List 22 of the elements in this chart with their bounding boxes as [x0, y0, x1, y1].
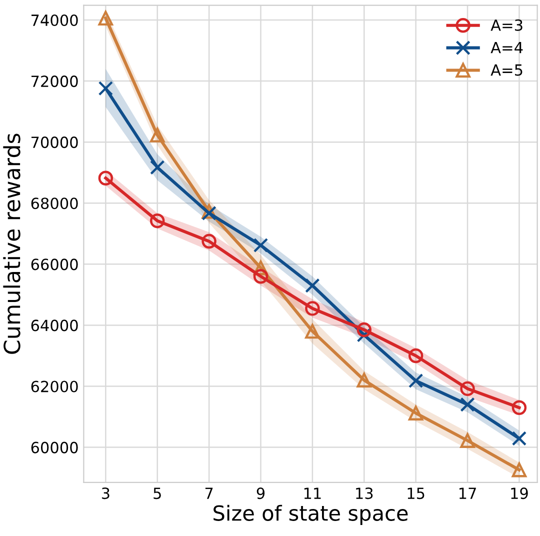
y-tick-label: 62000: [31, 380, 78, 392]
x-tick-label: 5: [154, 488, 161, 500]
y-tick-label: 60000: [31, 442, 78, 454]
x-tick-label: 7: [205, 488, 213, 499]
y-tick-label: 70000: [31, 136, 78, 148]
x-tick-label: 17: [459, 488, 476, 499]
x-tick-label: 15: [408, 488, 424, 500]
legend-label: A=5: [490, 64, 522, 76]
x-tick-label: 9: [256, 488, 265, 500]
x-tick-label: 13: [356, 488, 373, 500]
y-tick-label: 64000: [31, 320, 78, 332]
x-tick-label: 3: [102, 488, 110, 500]
y-axis-title: Cumulative rewards: [3, 134, 20, 354]
x-axis-title: Size of state space: [214, 504, 408, 525]
x-tick-label: 11: [304, 488, 321, 499]
y-tick-label: 72000: [31, 76, 78, 88]
y-tick-label: 74000: [31, 14, 78, 26]
y-tick-label: 66000: [31, 258, 78, 270]
x-tick-label: 19: [511, 488, 528, 500]
y-tick-label: 68000: [31, 198, 78, 210]
legend-label: A=4: [490, 42, 523, 54]
legend-label: A=3: [490, 19, 522, 31]
